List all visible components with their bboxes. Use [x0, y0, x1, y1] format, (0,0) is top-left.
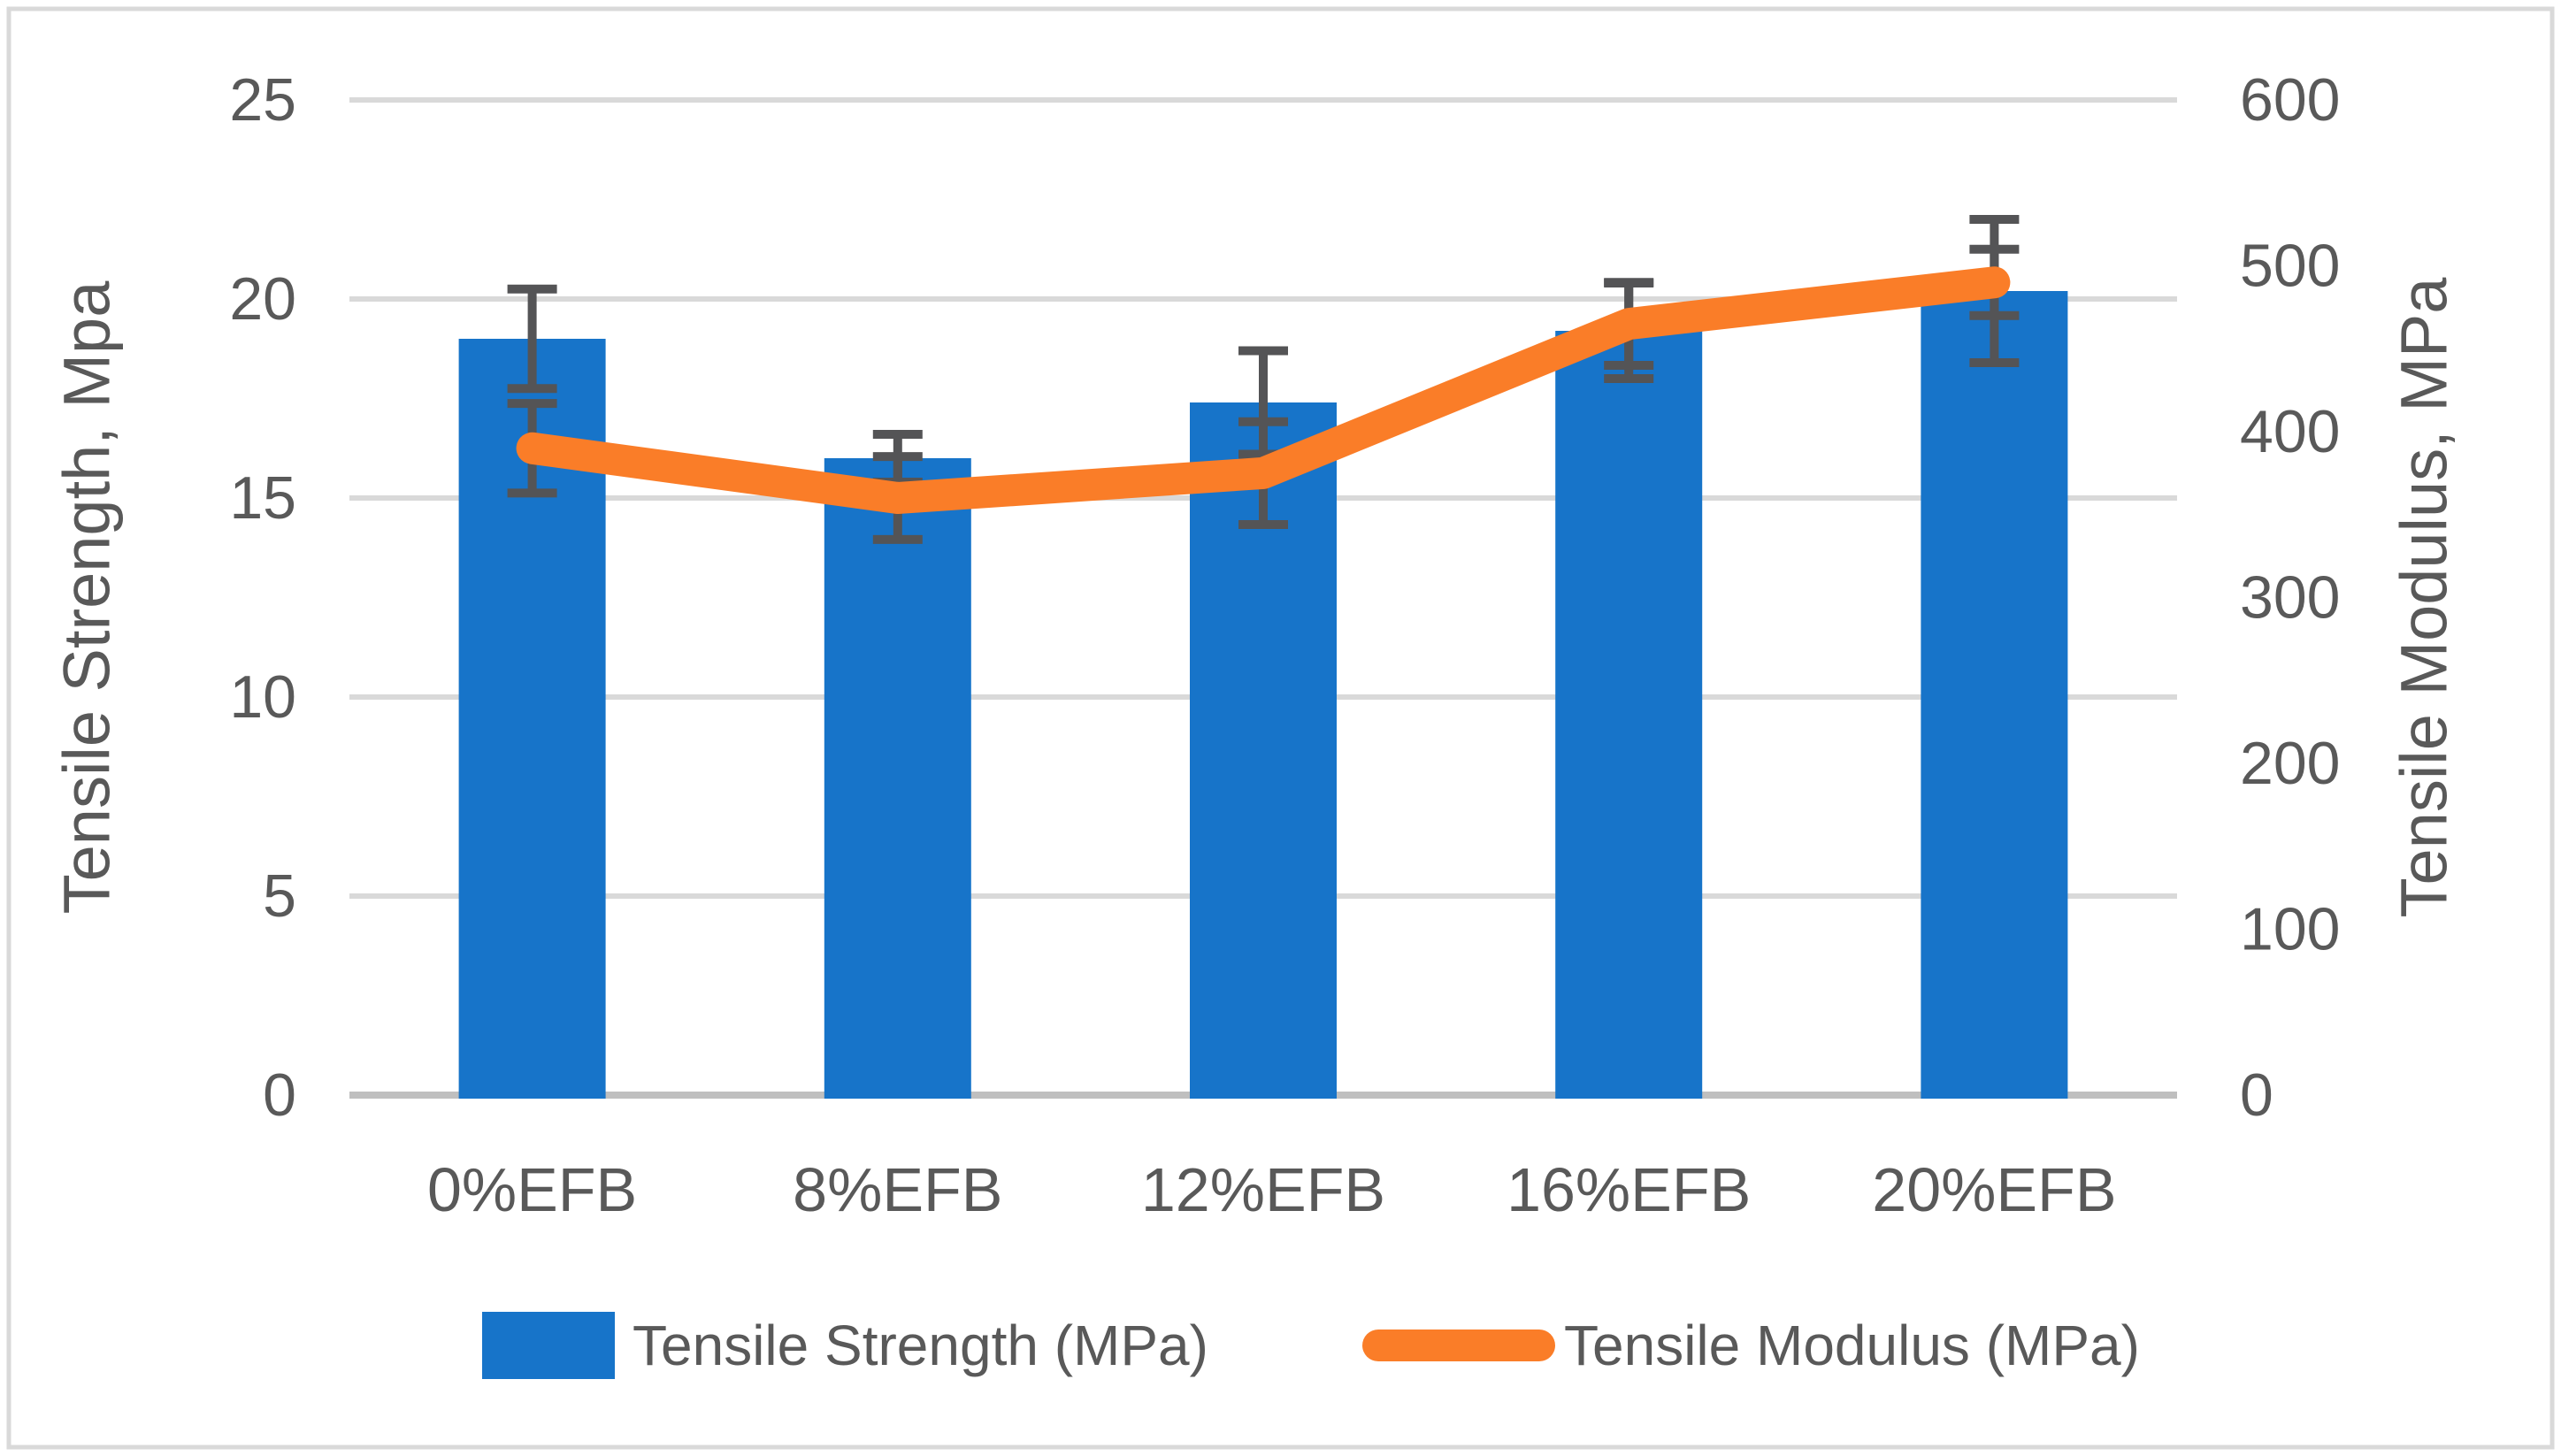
right-tick-label: 100 — [2240, 896, 2340, 963]
left-tick-label: 25 — [229, 66, 296, 134]
category-label: 16%EFB — [1507, 1155, 1751, 1224]
legend-strength-swatch — [482, 1312, 615, 1379]
legend-modulus-label: Tensile Modulus (MPa) — [1564, 1314, 2140, 1377]
right-tick-label: 300 — [2240, 564, 2340, 632]
strength-bar — [1921, 291, 2068, 1099]
strength-bar — [824, 458, 971, 1099]
right-tick-label: 500 — [2240, 233, 2340, 300]
right-tick-label: 600 — [2240, 66, 2340, 134]
modulus-line — [516, 266, 2011, 514]
chart-frame — [6, 6, 2555, 1450]
strength-bar — [1555, 331, 1703, 1099]
left-axis-title: Tensile Strength, Mpa — [50, 280, 124, 915]
right-tick-label: 200 — [2240, 730, 2340, 797]
category-label: 12%EFB — [1141, 1155, 1385, 1224]
legend-strength-label: Tensile Strength (MPa) — [633, 1314, 1208, 1377]
left-tick-label: 0 — [263, 1061, 296, 1129]
right-tick-label: 400 — [2240, 398, 2340, 465]
left-tick-label: 20 — [229, 265, 296, 333]
category-label: 8%EFB — [793, 1155, 1002, 1224]
category-label: 0%EFB — [427, 1155, 637, 1224]
strength-error-bar — [507, 284, 557, 394]
right-axis-title: Tensile Modulus, MPa — [2388, 277, 2461, 918]
left-tick-label: 10 — [229, 663, 296, 731]
right-tick-label: 0 — [2240, 1061, 2273, 1129]
left-tick-label: 15 — [229, 464, 296, 532]
category-label: 20%EFB — [1872, 1155, 2116, 1224]
left-tick-label: 5 — [263, 862, 296, 930]
